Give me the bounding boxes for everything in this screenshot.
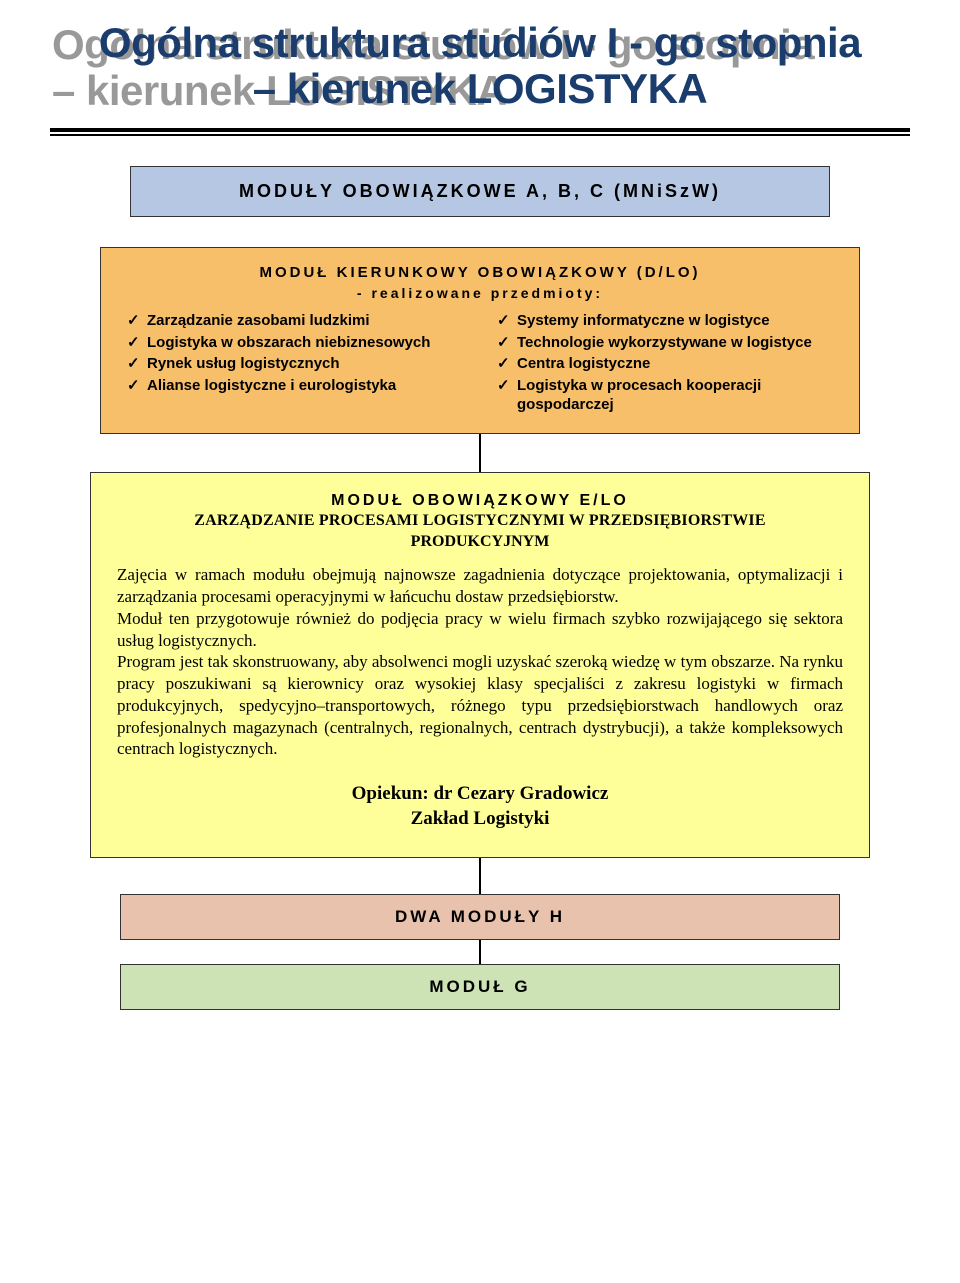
list-item: Logistyka w procesach kooperacji gospoda… xyxy=(495,376,835,415)
opiekun-line2: Zakład Logistyki xyxy=(117,807,843,832)
list-item: Systemy informatyczne w logistyce xyxy=(495,311,835,331)
dlo-col-left: Zarządzanie zasobami ludzkimi Logistyka … xyxy=(125,311,465,417)
dlo-right-list: Systemy informatyczne w logistyce Techno… xyxy=(495,311,835,415)
dlo-left-list: Zarządzanie zasobami ludzkimi Logistyka … xyxy=(125,311,465,395)
box-module-g: MODUŁ G xyxy=(120,964,840,1010)
dlo-col-right: Systemy informatyczne w logistyce Techno… xyxy=(495,311,835,417)
connector-line xyxy=(479,940,481,964)
title-line-2: – kierunek LOGISTYKA xyxy=(50,66,910,112)
elo-paragraph: Zajęcia w ramach modułu obejmują najnows… xyxy=(117,564,843,608)
elo-sub2: PRODUKCYJNYM xyxy=(117,532,843,552)
dlo-heading: MODUŁ KIERUNKOWY OBOWIĄZKOWY (D/LO) xyxy=(125,264,835,281)
opiekun-line1: Opiekun: dr Cezary Gradowicz xyxy=(117,782,843,807)
list-item: Rynek usług logistycznych xyxy=(125,354,465,374)
elo-sub1: ZARZĄDZANIE PROCESAMI LOGISTYCZNYMI W PR… xyxy=(117,511,843,531)
list-item: Technologie wykorzystywane w lo­gistyce xyxy=(495,333,835,353)
list-item: Zarządzanie zasobami ludzkimi xyxy=(125,311,465,331)
box-module-elo: MODUŁ OBOWIĄZKOWY E/LO ZARZĄDZANIE PROCE… xyxy=(90,472,870,859)
box-module-dlo: MODUŁ KIERUNKOWY OBOWIĄZKOWY (D/LO) - re… xyxy=(100,247,860,434)
page-title: Ogólna struktura studiów I - go stopnia … xyxy=(50,20,910,112)
title-line-1: Ogólna struktura studiów I - go stopnia xyxy=(50,20,910,66)
list-item: Logistyka w obszarach niebiz­nesowych xyxy=(125,333,465,353)
dlo-subheading: - realizowane przedmioty: xyxy=(125,285,835,301)
list-item: Centra logistyczne xyxy=(495,354,835,374)
elo-heading: MODUŁ OBOWIĄZKOWY E/LO xyxy=(117,491,843,511)
elo-paragraph: Program jest tak skonstruowany, aby abso… xyxy=(117,651,843,760)
box-abc-label: MODUŁY OBOWIĄZKOWE A, B, C (MNiSzW) xyxy=(239,181,721,201)
box-modules-h: DWA MODUŁY H xyxy=(120,894,840,940)
connector-line xyxy=(479,858,481,894)
dlo-columns: Zarządzanie zasobami ludzkimi Logistyka … xyxy=(125,311,835,417)
elo-opiekun: Opiekun: dr Cezary Gradowicz Zakład Logi… xyxy=(117,782,843,831)
title-divider xyxy=(50,128,910,136)
box-modules-abc: MODUŁY OBOWIĄZKOWE A, B, C (MNiSzW) xyxy=(130,166,830,217)
connector-line xyxy=(479,434,481,472)
elo-paragraph: Moduł ten przygotowuje również do podjęc… xyxy=(117,608,843,652)
box-h-label: DWA MODUŁY H xyxy=(395,907,565,926)
box-g-label: MODUŁ G xyxy=(429,977,530,996)
list-item: Alianse logistyczne i eurologi­styka xyxy=(125,376,465,396)
